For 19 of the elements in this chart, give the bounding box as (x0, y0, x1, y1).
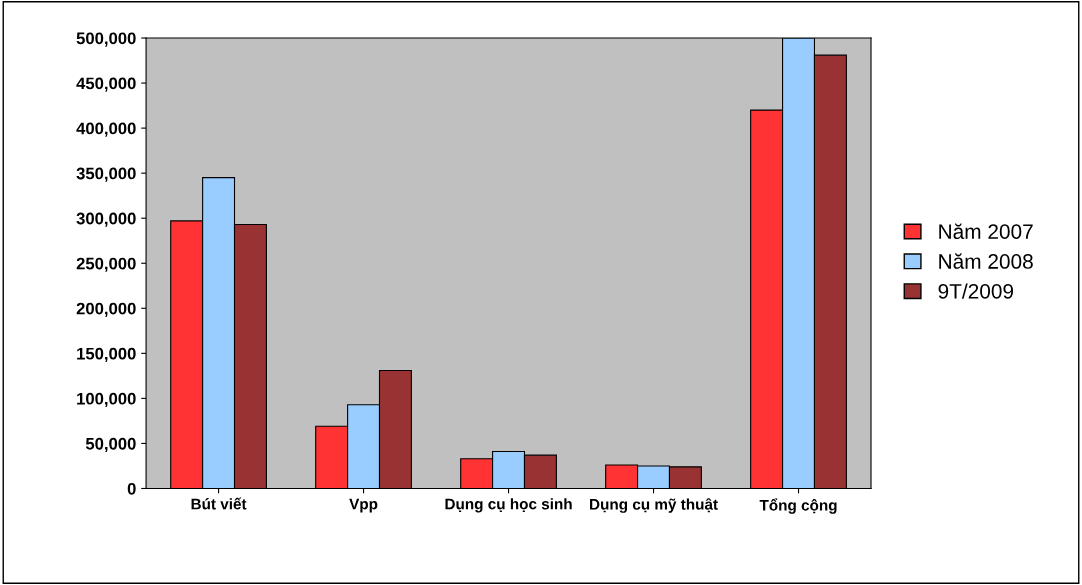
y-tick-label: 150,000 (77, 347, 136, 362)
y-tick-label: 200,000 (76, 302, 136, 317)
x-tick-label: Dụng cụ mỹ thuật (590, 498, 718, 513)
x-tick-label: Dụng cụ học sinh (445, 498, 572, 513)
y-tick-label: 50,000 (85, 437, 136, 453)
x-tick-label: Vpp (349, 498, 378, 513)
y-tick-label: 450,000 (76, 77, 136, 92)
legend-label: Năm 2008 (939, 253, 1033, 269)
y-tick-label: 500,000 (76, 32, 136, 47)
y-tick-label: 0 (127, 482, 136, 495)
y-tick-label: 250,000 (76, 257, 136, 272)
y-tick-label: 350,000 (76, 167, 136, 182)
y-tick-label: 100,000 (77, 392, 136, 407)
y-tick-label: 400,000 (76, 122, 136, 137)
legend-label: Năm 2007 (939, 223, 1033, 240)
x-tick-label: Bút viết (191, 497, 247, 510)
y-tick-label: 300,000 (76, 212, 136, 227)
x-tick-label: Tổng cộng (759, 498, 837, 514)
legend-label: 9T/2009 (938, 283, 1014, 299)
